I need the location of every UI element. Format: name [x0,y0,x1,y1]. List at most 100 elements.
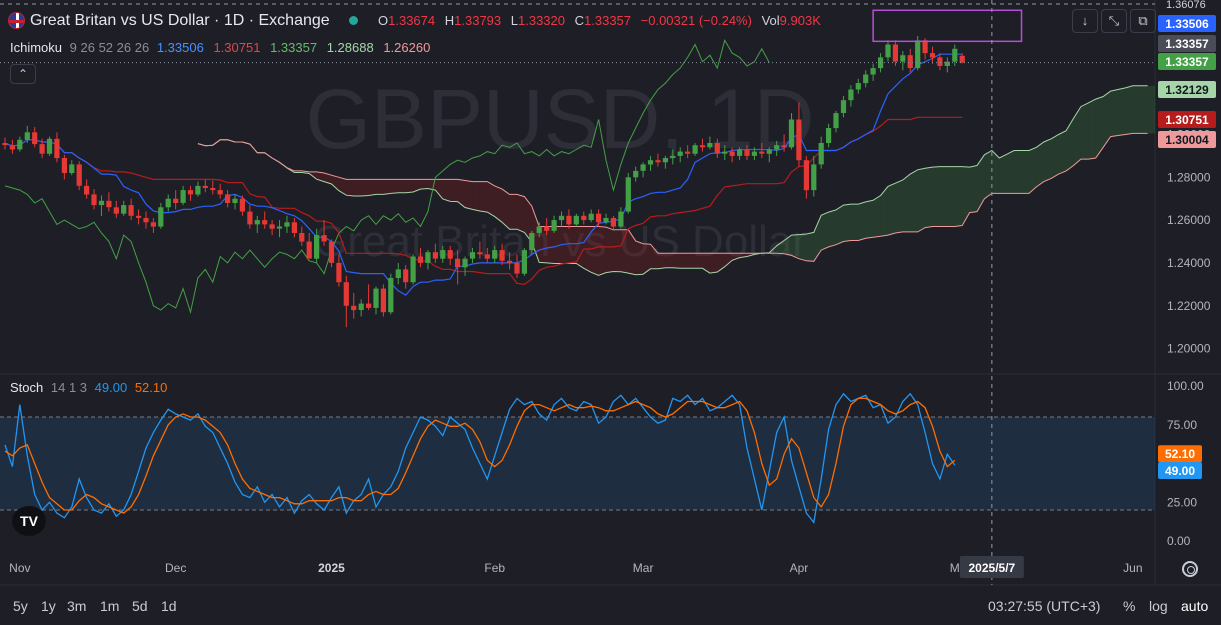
candle-body [366,303,372,308]
cloud-segment [784,235,792,256]
cloud-segment [1006,150,1015,194]
collapse-legend-button[interactable]: ⌃ [10,64,36,84]
candle-body [521,250,527,274]
cloud-segment [895,179,903,233]
ichimoku-params: 9 26 52 26 26 [69,40,150,55]
arrow-down-button[interactable]: ↓ [1072,9,1098,33]
ichimoku-value-lagging: 1.33357 [270,40,318,55]
cloud-segment [665,253,673,268]
price-badge [1158,53,1216,70]
cloud-segment [828,209,837,247]
stoch-k-value: 49.00 [94,380,128,395]
candlestick-series[interactable] [0,9,1155,328]
candle-body [462,258,468,268]
ichimoku-legend[interactable]: Ichimoku 9 26 52 26 26 1.33506 1.30751 1… [10,40,430,55]
candle-body [24,132,30,140]
candle-body [937,57,943,66]
stoch-legend[interactable]: Stoch 14 1 3 49.00 52.10 [10,380,167,395]
cloud-segment [361,179,369,197]
high-value: 1.33793 [454,13,502,28]
cloud-segment [843,204,851,242]
candle-body [781,145,787,148]
stoch-badge [1158,462,1202,480]
cloud-segment [346,179,354,197]
axes: 1.300001.280001.260001.240001.220001.200… [0,0,1216,585]
settings-gear-icon[interactable] [1182,561,1198,577]
cloud-segment [413,179,421,193]
cloud-segment [1073,106,1081,166]
time-cursor-badge [959,556,1024,578]
candle-body [113,207,119,214]
cloud-segment [1095,96,1104,159]
range-5y-button[interactable]: 5y [13,598,28,614]
cloud-segment [502,189,510,230]
candle-body [336,262,342,283]
cloud-segment [1051,134,1059,179]
cloud-segment [405,179,414,193]
cloud-segment [977,154,985,212]
ohlc-legend: O1.33674 H1.33793 L1.33320 C1.33357 −0.0… [378,13,827,28]
candle-body [165,198,171,208]
cloud-segment [917,168,926,232]
cloud-segment [880,186,888,237]
cloud-segment [1058,130,1067,175]
candle-body [187,190,194,195]
ichimoku-lines [4,39,1148,315]
candle-body [722,151,728,154]
candle-body [959,55,965,63]
auto-scale-button[interactable]: auto [1181,598,1209,614]
range-1m-button[interactable]: 1m [100,598,120,614]
range-1y-button[interactable]: 1y [41,598,56,614]
candle-body [314,235,320,259]
candle-body [514,262,520,274]
cloud-segment [539,226,547,263]
candle-body [39,144,45,154]
candle-body [417,256,424,263]
candle-body [618,211,624,227]
candle-body [128,205,134,216]
price-tick-label: 1.28000 [1167,170,1211,184]
price-badge-label: 1.30004 [1165,133,1209,147]
symbol-title[interactable]: Great Britan vs US Dollar · 1D · Exchang… [30,12,330,29]
candle-body [46,138,53,154]
clock-timezone[interactable]: 03:27:55 (UTC+3) [988,598,1101,614]
candle-body [432,252,438,259]
tradingview-logo-icon[interactable]: TV [12,506,46,536]
candle-body [136,215,142,218]
lead-span-a-line [197,85,1148,276]
candle-body [707,143,713,148]
stoch-badge-label: 52.10 [1165,447,1195,461]
restore-button[interactable]: ⧉ [1130,9,1156,33]
percent-scale-button[interactable]: % [1123,598,1136,614]
log-scale-button[interactable]: log [1149,598,1168,614]
cloud-segment [836,205,844,245]
cloud-segment [850,204,859,241]
cloud-segment [398,179,406,193]
candle-body [477,252,483,255]
range-5d-button[interactable]: 5d [132,598,148,614]
cloud-segment [524,196,532,243]
range-1d-button[interactable]: 1d [161,598,177,614]
candle-body [647,160,654,165]
candle-body [729,151,735,156]
candle-body [380,288,386,313]
candle-body [907,55,913,68]
cloud-segment [717,253,725,273]
close-key: C [574,13,585,28]
candle-body [91,194,97,206]
market-status-icon[interactable] [349,16,358,25]
cloud-segment [969,165,978,213]
candle-body [596,213,602,223]
cloud-segment [1066,118,1074,171]
fullscreen-button[interactable]: ⤡ [1101,9,1127,33]
cloud-segment [939,166,948,227]
pane-backgrounds [0,0,1221,586]
candle-body [410,256,416,283]
cloud-segment [1014,150,1022,194]
cloud-segment [546,226,555,264]
cloud-segment [338,177,347,196]
range-3m-button[interactable]: 3m [67,598,87,614]
ichimoku-value-conversion: 1.33506 [156,40,204,55]
